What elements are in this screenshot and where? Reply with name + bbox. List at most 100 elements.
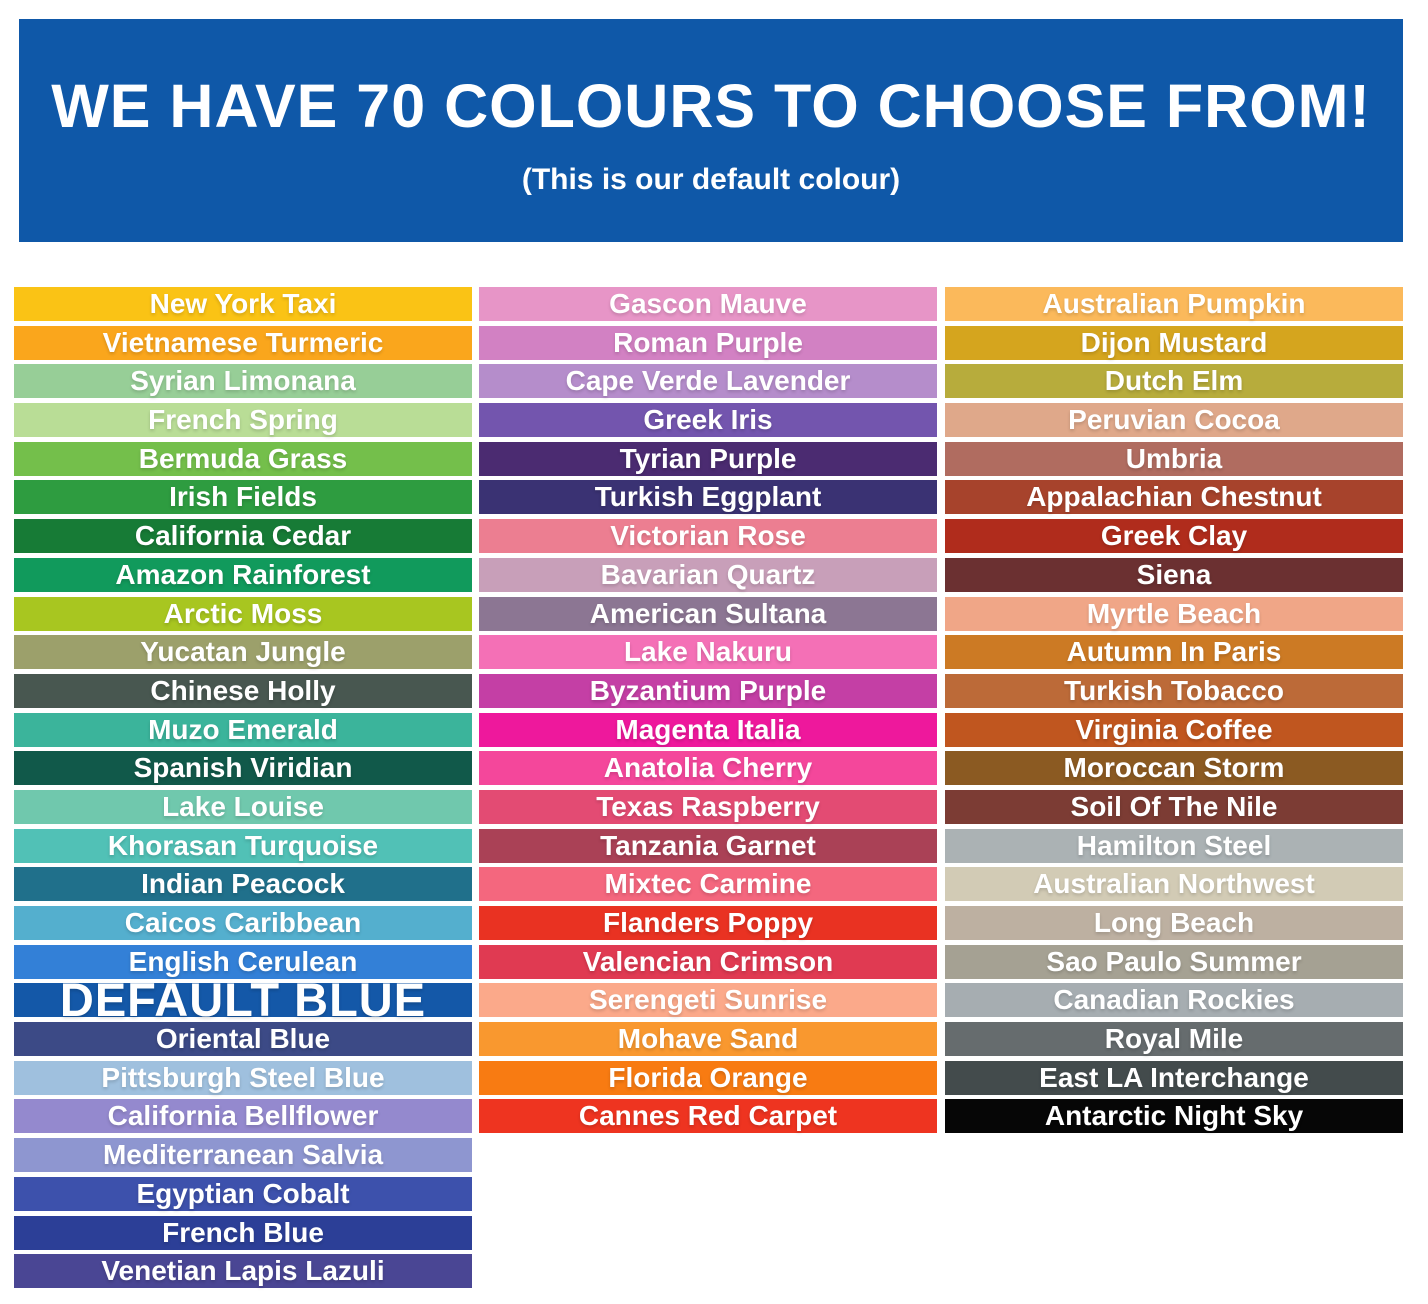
- colour-swatch[interactable]: East LA Interchange: [945, 1060, 1403, 1095]
- colour-swatch[interactable]: Caicos Caribbean: [14, 906, 472, 940]
- default-colour-swatch[interactable]: DEFAULT BLUE: [14, 976, 472, 1023]
- colour-swatch[interactable]: Dutch Elm: [945, 364, 1403, 399]
- colour-swatch[interactable]: Vietnamese Turmeric: [14, 325, 472, 360]
- colour-swatch[interactable]: Lake Nakuru: [479, 635, 937, 670]
- colour-swatch[interactable]: Khorasan Turquoise: [14, 828, 472, 863]
- colour-swatch[interactable]: Moroccan Storm: [945, 751, 1403, 786]
- header-subtitle: (This is our default colour): [521, 162, 901, 196]
- colour-swatch[interactable]: Oriental Blue: [14, 1022, 472, 1057]
- colour-swatch[interactable]: Serengeti Sunrise: [479, 983, 937, 1018]
- colour-swatch[interactable]: Tyrian Purple: [479, 441, 937, 476]
- colour-swatch-label: Florida Orange: [608, 1061, 808, 1093]
- colour-swatch[interactable]: Egyptian Cobalt: [14, 1176, 472, 1211]
- colour-swatch-label: Victorian Rose: [610, 520, 806, 552]
- colour-swatch-label: East LA Interchange: [1039, 1061, 1309, 1093]
- colour-swatch[interactable]: New York Taxi: [14, 287, 472, 321]
- colour-swatch[interactable]: Myrtle Beach: [945, 596, 1403, 631]
- colour-swatch-label: Dutch Elm: [1104, 365, 1244, 397]
- colour-swatch[interactable]: Umbria: [945, 441, 1403, 476]
- swatch-column: New York Taxi Vietnamese Turmeric Syrian L…: [14, 287, 472, 1293]
- colour-swatch[interactable]: English Cerulean: [14, 944, 472, 979]
- colour-swatch[interactable]: Cannes Red Carpet: [479, 1099, 937, 1134]
- colour-swatch-label: Bavarian Quartz: [600, 558, 816, 590]
- colour-swatch[interactable]: Muzo Emerald: [14, 712, 472, 747]
- colour-swatch-label: Byzantium Purple: [589, 674, 827, 706]
- colour-swatch[interactable]: Bermuda Grass: [14, 441, 472, 476]
- colour-swatch[interactable]: Gascon Mauve: [479, 287, 937, 321]
- colour-swatch-label: Spanish Viridian: [133, 752, 353, 784]
- colour-swatch[interactable]: Arctic Moss: [14, 596, 472, 631]
- colour-swatch[interactable]: Byzantium Purple: [479, 673, 937, 708]
- colour-swatch-label: Gascon Mauve: [609, 288, 807, 319]
- colour-swatch[interactable]: Canadian Rockies: [945, 983, 1403, 1018]
- colour-swatch-label: Tanzania Garnet: [600, 829, 816, 861]
- colour-swatch-label: Khorasan Turquoise: [107, 829, 379, 861]
- colour-swatch-label: Mediterranean Salvia: [102, 1139, 384, 1171]
- colour-swatch[interactable]: Royal Mile: [945, 1022, 1403, 1057]
- swatch-column: Gascon Mauve Roman Purple Cape Verde Laven…: [479, 287, 937, 1138]
- colour-swatch[interactable]: Appalachian Chestnut: [945, 480, 1403, 515]
- colour-swatch[interactable]: Turkish Tobacco: [945, 673, 1403, 708]
- colour-swatch-label: Turkish Eggplant: [594, 481, 822, 513]
- colour-swatch[interactable]: Valencian Crimson: [479, 944, 937, 979]
- colour-swatch[interactable]: Greek Clay: [945, 519, 1403, 554]
- colour-swatch-label: Amazon Rainforest: [115, 558, 371, 590]
- colour-swatch-label: Serengeti Sunrise: [588, 984, 828, 1016]
- colour-swatch-label: French Blue: [162, 1216, 324, 1248]
- colour-swatch-label: California Cedar: [134, 520, 352, 552]
- colour-swatch-label: Greek Iris: [643, 404, 773, 436]
- colour-swatch[interactable]: Venetian Lapis Lazuli: [14, 1254, 472, 1289]
- colour-swatch[interactable]: Virginia Coffee: [945, 712, 1403, 747]
- colour-swatch[interactable]: Mixtec Carmine: [479, 867, 937, 902]
- colour-swatch-label: American Sultana: [589, 597, 827, 629]
- colour-swatch[interactable]: Chinese Holly: [14, 673, 472, 708]
- colour-swatch[interactable]: Anatolia Cherry: [479, 751, 937, 786]
- colour-swatch[interactable]: California Bellflower: [14, 1099, 472, 1134]
- colour-swatch[interactable]: French Blue: [14, 1215, 472, 1250]
- colour-swatch[interactable]: Australian Northwest: [945, 867, 1403, 902]
- colour-swatch[interactable]: Greek Iris: [479, 403, 937, 438]
- colour-swatch[interactable]: Antarctic Night Sky: [945, 1099, 1403, 1134]
- colour-swatch[interactable]: Spanish Viridian: [14, 751, 472, 786]
- colour-swatch[interactable]: American Sultana: [479, 596, 937, 631]
- colour-swatch-label: French Spring: [148, 404, 338, 436]
- colour-swatch[interactable]: Victorian Rose: [479, 519, 937, 554]
- colour-swatch[interactable]: Siena: [945, 557, 1403, 592]
- colour-swatch-label: Autumn In Paris: [1066, 636, 1282, 668]
- colour-swatch[interactable]: Magenta Italia: [479, 712, 937, 747]
- colour-swatch[interactable]: Soil Of The Nile: [945, 789, 1403, 824]
- colour-swatch[interactable]: Yucatan Jungle: [14, 635, 472, 670]
- colour-swatch[interactable]: Flanders Poppy: [479, 906, 937, 940]
- colour-swatch[interactable]: Indian Peacock: [14, 867, 472, 902]
- colour-swatch[interactable]: Texas Raspberry: [479, 789, 937, 824]
- colour-swatch-label: Long Beach: [1093, 907, 1255, 938]
- colour-swatch[interactable]: Peruvian Cocoa: [945, 403, 1403, 438]
- colour-swatch[interactable]: Autumn In Paris: [945, 635, 1403, 670]
- colour-swatch[interactable]: Tanzania Garnet: [479, 828, 937, 863]
- colour-swatch[interactable]: Turkish Eggplant: [479, 480, 937, 515]
- colour-swatch[interactable]: Sao Paulo Summer: [945, 944, 1403, 979]
- colour-swatch[interactable]: Florida Orange: [479, 1060, 937, 1095]
- colour-swatch[interactable]: Australian Pumpkin: [945, 287, 1403, 321]
- colour-swatch[interactable]: Syrian Limonana: [14, 364, 472, 399]
- colour-swatch[interactable]: Long Beach: [945, 906, 1403, 940]
- colour-swatch[interactable]: Cape Verde Lavender: [479, 364, 937, 399]
- colour-swatch-label: Anatolia Cherry: [603, 752, 813, 784]
- colour-swatch[interactable]: Hamilton Steel: [945, 828, 1403, 863]
- colour-swatch[interactable]: Lake Louise: [14, 789, 472, 824]
- colour-swatch-label: Canadian Rockies: [1053, 984, 1295, 1016]
- colour-swatch-label: Irish Fields: [169, 481, 317, 513]
- colour-swatch[interactable]: Bavarian Quartz: [479, 557, 937, 592]
- colour-swatch-label: Australian Pumpkin: [1042, 288, 1306, 319]
- colour-swatch[interactable]: Amazon Rainforest: [14, 557, 472, 592]
- colour-swatch[interactable]: Mohave Sand: [479, 1022, 937, 1057]
- colour-swatch-label: Antarctic Night Sky: [1044, 1100, 1304, 1132]
- colour-swatch[interactable]: Dijon Mustard: [945, 325, 1403, 360]
- colour-swatch[interactable]: Mediterranean Salvia: [14, 1138, 472, 1173]
- colour-swatch[interactable]: French Spring: [14, 403, 472, 438]
- colour-swatch[interactable]: Irish Fields: [14, 480, 472, 515]
- colour-swatch[interactable]: California Cedar: [14, 519, 472, 554]
- colour-swatch-label: Appalachian Chestnut: [1026, 481, 1322, 513]
- colour-swatch[interactable]: Pittsburgh Steel Blue: [14, 1060, 472, 1095]
- colour-swatch[interactable]: Roman Purple: [479, 325, 937, 360]
